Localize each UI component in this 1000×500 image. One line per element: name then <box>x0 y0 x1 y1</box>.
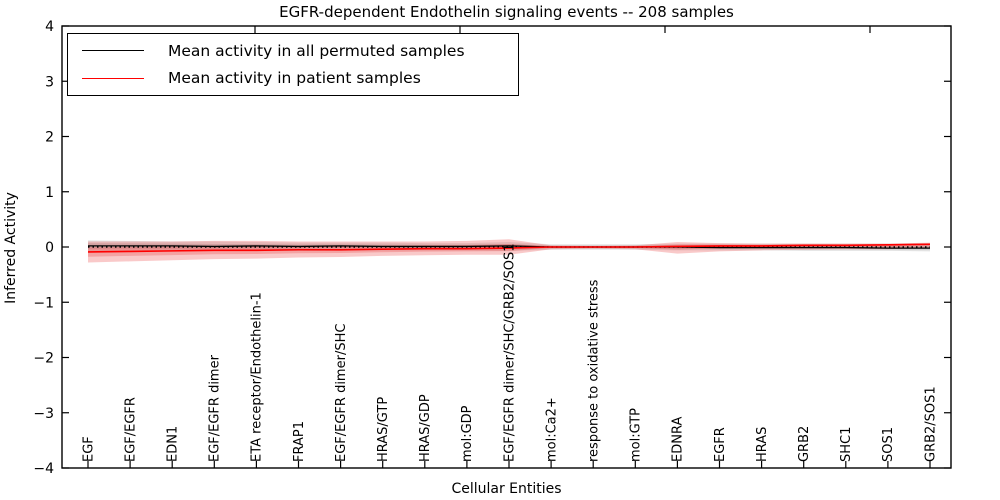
x-tick-label: EGF/EGFR dimer/SHC <box>334 324 349 462</box>
chart-title: EGFR-dependent Endothelin signaling even… <box>279 3 734 21</box>
x-tick-label: HRAS/GDP <box>418 394 433 462</box>
patient-mean-line <box>87 243 931 253</box>
y-tick-label: 1 <box>45 185 54 201</box>
permuted-line-swatch-icon <box>82 50 144 52</box>
x-tick-label: HRAS <box>755 427 770 462</box>
x-tick-label: EGFR <box>713 427 728 462</box>
x-tick-label: FRAP1 <box>292 421 307 462</box>
x-tick-label: HRAS/GTP <box>376 397 391 462</box>
legend-item-patient: Mean activity in patient samples <box>68 65 518 91</box>
y-tick-label: 3 <box>45 74 54 90</box>
x-tick-label: GRB2/SOS1 <box>923 386 938 462</box>
x-tick-label: SHC1 <box>839 427 854 462</box>
permuted-mean-line <box>88 245 930 249</box>
x-tick-label: mol:Ca2+ <box>544 397 559 462</box>
x-tick-label: GRB2 <box>797 426 812 462</box>
x-tick-label: mol:GDP <box>460 405 475 462</box>
legend-box: Mean activity in all permuted samples Me… <box>67 33 519 96</box>
y-tick-label: −1 <box>33 295 54 311</box>
x-tick-label: SOS1 <box>881 427 896 462</box>
y-tick-label: 4 <box>45 19 54 35</box>
y-tick-label: −4 <box>33 461 54 477</box>
legend-label-patient: Mean activity in patient samples <box>168 69 421 88</box>
x-tick-label: EGF <box>81 436 96 462</box>
patient-line-swatch-icon <box>82 77 144 79</box>
x-tick-label: EGF/EGFR dimer <box>208 354 223 462</box>
x-tick-label: EDN1 <box>165 426 180 462</box>
legend-label-permuted: Mean activity in all permuted samples <box>168 41 465 60</box>
legend-item-permuted: Mean activity in all permuted samples <box>68 38 518 64</box>
patient-band <box>88 239 930 263</box>
x-tick-label: EGF/EGFR <box>123 397 138 462</box>
x-tick-label: response to oxidative stress <box>586 279 601 462</box>
y-tick-label: −3 <box>33 406 54 422</box>
x-tick-label: EDNRA <box>671 417 686 462</box>
y-tick-label: 0 <box>45 240 54 256</box>
x-axis-label: Cellular Entities <box>451 481 562 497</box>
x-tick-label: EGF/EGFR dimer/SHC/GRB2/SOS1 <box>502 244 517 463</box>
x-tick-label: ETA receptor/Endothelin-1 <box>250 292 265 462</box>
y-axis-label: Inferred Activity <box>3 192 19 304</box>
x-tick-label: mol:GTP <box>629 408 644 462</box>
y-tick-label: 2 <box>45 130 54 146</box>
y-tick-label: −2 <box>33 351 54 367</box>
